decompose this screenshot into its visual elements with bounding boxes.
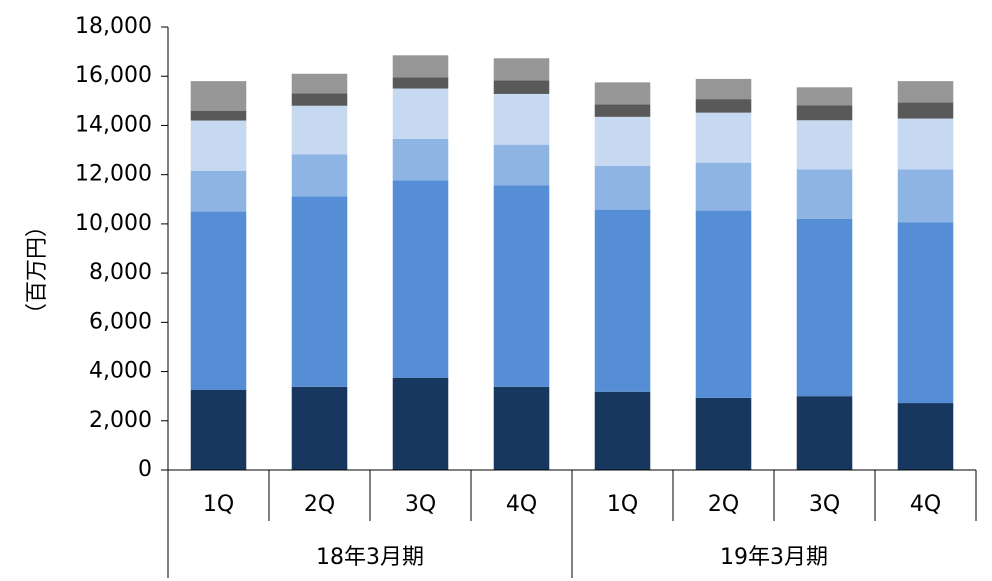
bar-segment-0-series-0 xyxy=(190,390,247,470)
bar-segment-6-series-0 xyxy=(796,396,853,470)
x-tick-label: 3Q xyxy=(405,492,436,517)
bar-segment-1-series-2 xyxy=(291,154,348,197)
bar-segment-5-series-3 xyxy=(695,112,752,163)
axes-layer: 0 2,000 4,000 6,000 8,000 10,000 12,000 14,000 1… xyxy=(75,14,977,578)
y-tick-label: 12,000 xyxy=(75,162,152,187)
x-tick-label: 4Q xyxy=(506,492,537,517)
bar-segment-3-series-4 xyxy=(493,80,550,94)
bar-segment-4-series-5 xyxy=(594,82,651,105)
y-tick-label: 10,000 xyxy=(75,211,152,236)
bar-segment-3-series-2 xyxy=(493,144,550,186)
x-tick-label: 1Q xyxy=(607,492,638,517)
bar-segment-2-series-0 xyxy=(392,377,449,470)
x-tick-label: 4Q xyxy=(910,492,941,517)
bar-segment-5-series-5 xyxy=(695,78,752,100)
bar-segment-5-series-4 xyxy=(695,99,752,113)
bar-segment-2-series-4 xyxy=(392,77,449,89)
bar-segment-7-series-3 xyxy=(897,118,954,170)
bar-segment-7-series-4 xyxy=(897,102,954,119)
y-axis-label: （百万円） xyxy=(25,215,50,325)
bar-segment-6-series-5 xyxy=(796,87,853,106)
bar-segment-3-series-0 xyxy=(493,386,550,470)
bar-segment-1-series-5 xyxy=(291,73,348,94)
bar-segment-6-series-3 xyxy=(796,120,853,170)
bar-segment-7-series-2 xyxy=(897,169,954,223)
bar-segment-3-series-5 xyxy=(493,58,550,81)
bar-segment-1-series-0 xyxy=(291,386,348,470)
y-tick-label: 2,000 xyxy=(89,408,152,433)
bar-segment-1-series-4 xyxy=(291,93,348,106)
y-tick-label: 8,000 xyxy=(89,260,152,285)
bar-segment-2-series-3 xyxy=(392,88,449,139)
bar-segment-5-series-0 xyxy=(695,397,752,470)
bar-segment-1-series-1 xyxy=(291,196,348,387)
bars-layer xyxy=(190,55,954,470)
bar-segment-0-series-4 xyxy=(190,110,247,121)
y-tick-label: 4,000 xyxy=(89,359,152,384)
x-tick-label: 3Q xyxy=(809,492,840,517)
y-tick-label: 6,000 xyxy=(89,309,152,334)
x-tick-label: 2Q xyxy=(708,492,739,517)
y-tick-label: 16,000 xyxy=(75,63,152,88)
bar-segment-4-series-2 xyxy=(594,165,651,210)
bar-segment-5-series-1 xyxy=(695,210,752,398)
bar-segment-7-series-5 xyxy=(897,81,954,103)
y-tick-label: 18,000 xyxy=(75,14,152,39)
bar-segment-2-series-1 xyxy=(392,180,449,378)
bar-segment-5-series-2 xyxy=(695,162,752,211)
y-tick-label: 0 xyxy=(138,457,152,482)
bar-segment-1-series-3 xyxy=(291,105,348,155)
bar-segment-3-series-3 xyxy=(493,93,550,145)
bar-segment-0-series-2 xyxy=(190,170,247,212)
bar-segment-6-series-4 xyxy=(796,105,853,121)
x-tick-label: 2Q xyxy=(304,492,335,517)
bar-segment-4-series-1 xyxy=(594,209,651,392)
bar-segment-4-series-0 xyxy=(594,391,651,470)
group-label: 19年3月期 xyxy=(720,545,828,570)
bar-segment-7-series-1 xyxy=(897,222,954,404)
x-tick-label: 1Q xyxy=(203,492,234,517)
bar-segment-3-series-1 xyxy=(493,185,550,387)
bar-segment-7-series-0 xyxy=(897,403,954,470)
bar-segment-6-series-1 xyxy=(796,218,853,397)
bar-segment-0-series-3 xyxy=(190,120,247,171)
bar-segment-6-series-2 xyxy=(796,169,853,219)
bar-segment-4-series-3 xyxy=(594,116,651,166)
y-tick-label: 14,000 xyxy=(75,112,152,137)
bar-segment-0-series-5 xyxy=(190,81,247,111)
bar-segment-0-series-1 xyxy=(190,211,247,391)
group-label: 18年3月期 xyxy=(316,545,424,570)
bar-segment-2-series-2 xyxy=(392,138,449,181)
bar-segment-4-series-4 xyxy=(594,104,651,117)
bar-segment-2-series-5 xyxy=(392,55,449,78)
